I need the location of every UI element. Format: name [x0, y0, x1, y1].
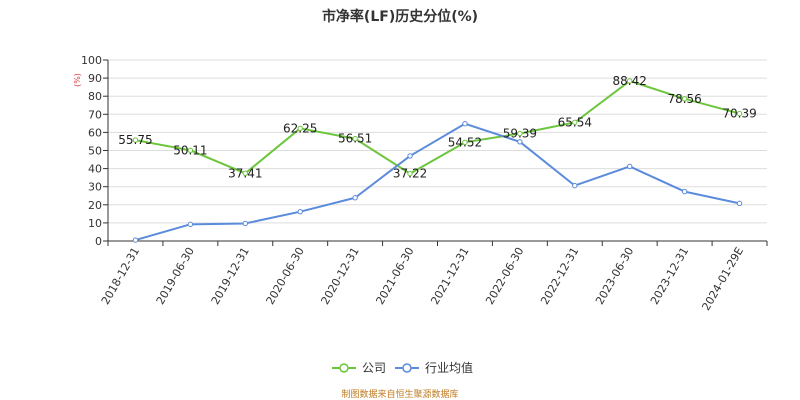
x-tick-label: 2018-12-31 — [99, 245, 142, 307]
data-label: 70.39 — [722, 107, 756, 121]
legend-item-company[interactable]: 公司 — [332, 361, 386, 375]
x-tick-label: 2020-06-30 — [264, 245, 307, 307]
data-point — [297, 125, 303, 132]
data-label: 54.52 — [448, 135, 482, 149]
data-label: 78.56 — [667, 92, 701, 106]
legend-marker — [339, 363, 349, 373]
data-point — [242, 170, 248, 176]
y-tick-label: 100 — [81, 54, 102, 67]
data-point — [187, 221, 194, 228]
y-tick-label: 60 — [88, 126, 102, 139]
data-label: 65.54 — [558, 115, 592, 129]
label-layer: 55.75 50.11 37.41 62.25 56.51 37.22 54.52 59.39… — [118, 74, 756, 181]
x-tick-label: 2023-06-30 — [593, 245, 636, 307]
data-point — [736, 110, 743, 117]
data-point — [187, 147, 194, 154]
axis-layer: 0 10 20 30 40 50 60 70 80 90 100 (%) 2018-12-31 2019-… — [73, 54, 768, 313]
y-tick-label: 50 — [88, 145, 102, 158]
source-note: 制图数据来自恒生聚源数据库 — [341, 390, 459, 400]
data-label: 56.51 — [338, 132, 372, 146]
x-tick-label: 2022-06-30 — [483, 245, 526, 307]
data-label: 37.41 — [228, 166, 262, 180]
x-tick-label: 2020-12-31 — [318, 245, 361, 307]
y-tick-label: 30 — [88, 181, 102, 194]
legend-item-industry[interactable]: 行业均值 — [395, 360, 473, 375]
series-line-company — [135, 79, 740, 175]
x-tick-label: 2019-12-31 — [209, 245, 252, 307]
y-unit-label: (%) — [73, 73, 82, 87]
data-point — [242, 220, 248, 227]
data-point — [517, 139, 523, 145]
data-label: 55.75 — [118, 133, 152, 147]
data-label: 37.22 — [393, 167, 427, 181]
x-tick-label: 2024-01-29E — [699, 245, 746, 313]
legend[interactable]: 公司 行业均值 — [332, 360, 473, 375]
y-tick-label: 80 — [88, 90, 102, 103]
data-point — [407, 170, 413, 177]
y-tick-label: 40 — [88, 163, 102, 176]
legend-marker — [402, 363, 412, 373]
legend-label: 公司 — [362, 361, 386, 375]
data-point — [352, 195, 358, 201]
data-point — [132, 137, 139, 143]
chart-title: 市净率(LF)历史分位(%) — [321, 9, 479, 25]
data-label: 50.11 — [173, 143, 207, 157]
data-point — [627, 163, 633, 170]
data-point — [462, 121, 468, 127]
y-tick-label: 70 — [88, 108, 102, 121]
data-point — [681, 96, 688, 102]
x-tick-label: 2021-06-30 — [373, 245, 416, 307]
data-point — [297, 208, 303, 215]
series-line-industry — [135, 122, 740, 242]
y-tick-label: 10 — [88, 217, 102, 230]
x-tick-label: 2023-12-31 — [648, 245, 691, 307]
data-point — [572, 119, 578, 126]
data-point — [132, 237, 139, 243]
data-point — [462, 139, 468, 146]
data-label: 62.25 — [283, 121, 317, 135]
data-label: 59.39 — [503, 127, 537, 141]
data-point — [627, 78, 633, 84]
data-point — [517, 130, 523, 137]
x-tick-label: 2021-12-31 — [428, 245, 471, 307]
x-tick-label: 2019-06-30 — [154, 245, 197, 307]
y-tick-label: 0 — [95, 235, 102, 248]
x-tick-label: 2022-12-31 — [538, 245, 581, 307]
data-label: 88.42 — [613, 74, 647, 88]
data-point — [352, 136, 358, 142]
data-point — [407, 153, 413, 159]
y-tick-label: 20 — [88, 199, 102, 212]
legend-label: 行业均值 — [425, 360, 473, 375]
y-tick-label: 90 — [88, 72, 102, 85]
data-point — [681, 188, 688, 195]
data-point — [736, 200, 743, 207]
data-point — [572, 182, 578, 189]
series-layer — [132, 78, 743, 243]
